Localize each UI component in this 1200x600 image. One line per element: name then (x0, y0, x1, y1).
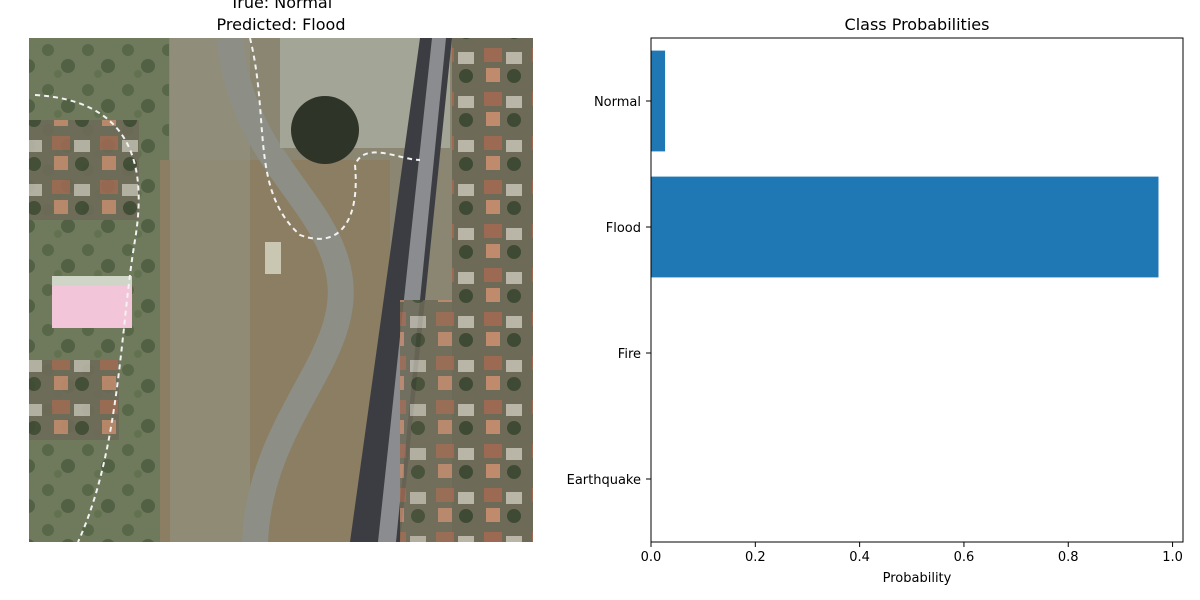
x-tick-label: 1.0 (1162, 550, 1183, 565)
bars-layer (651, 50, 1159, 278)
bar-normal (651, 50, 666, 152)
plot-frame (650, 37, 1184, 543)
x-tick-label: 0.0 (641, 550, 662, 565)
image-title-true: True: Normal (229, 0, 332, 12)
x-axis-label: Probability (883, 571, 952, 586)
y-tick-label-earthquake: Earthquake (567, 473, 641, 488)
x-axis-ticks: 0.0 0.2 0.4 0.6 0.8 1.0 (641, 542, 1183, 565)
bar-flood (651, 176, 1159, 278)
image-title-predicted: Predicted: Flood (217, 15, 346, 34)
x-tick-label: 0.6 (954, 550, 975, 565)
y-tick-label-flood: Flood (606, 221, 641, 236)
y-tick-label-normal: Normal (594, 95, 641, 110)
satellite-image (29, 38, 533, 542)
x-tick-label: 0.2 (745, 550, 766, 565)
x-tick-label: 0.8 (1058, 550, 1079, 565)
plot-area (651, 38, 1183, 542)
y-axis-ticks: Normal Flood Fire Earthquake (567, 95, 651, 488)
y-tick-label-fire: Fire (618, 347, 641, 362)
chart-title: Class Probabilities (845, 15, 990, 34)
x-tick-label: 0.4 (849, 550, 870, 565)
